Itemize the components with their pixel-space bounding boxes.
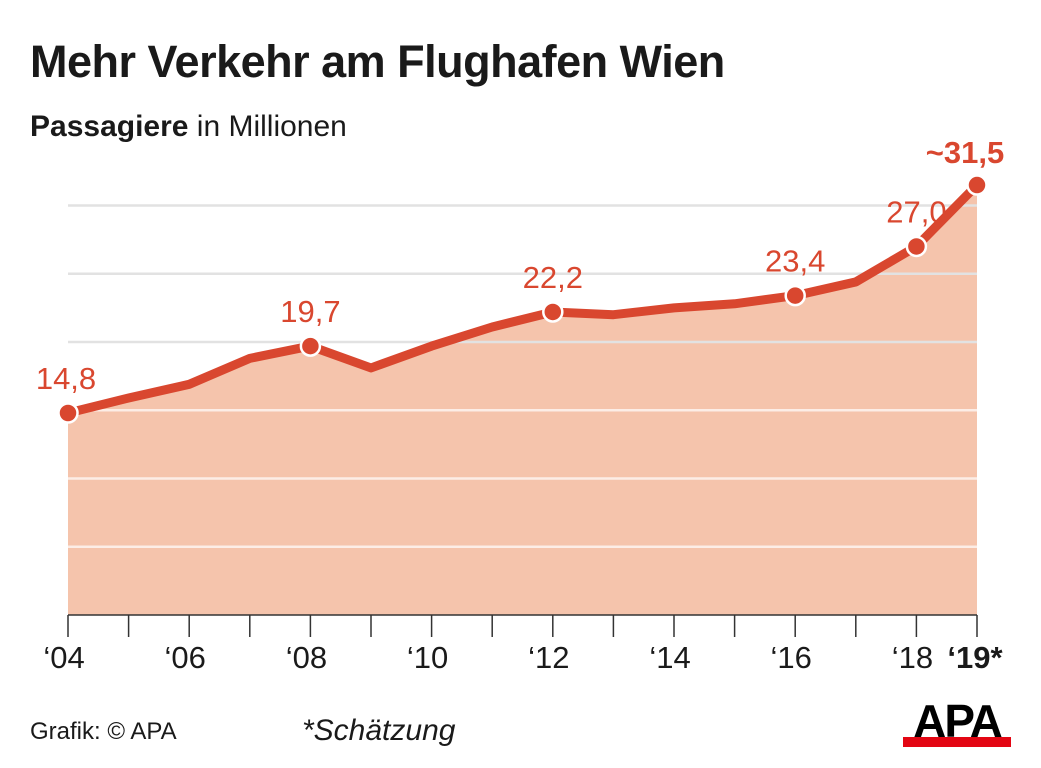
x-tick-label-2010: ‘10 [407, 640, 448, 675]
data-label-2012: 22,2 [523, 260, 583, 295]
data-label-2004: 14,8 [36, 361, 96, 396]
x-tick-label-2006: ‘06 [165, 640, 206, 675]
data-label-2008: 19,7 [280, 294, 340, 329]
series-line [63, 180, 982, 418]
area-fill [68, 185, 977, 615]
data-point-2004 [57, 402, 79, 424]
x-tick-label-2004: ‘04 [43, 640, 84, 675]
subtitle-rest: in Millionen [188, 110, 347, 143]
x-tick-label-2008: ‘08 [286, 640, 327, 675]
subtitle-bold: Passagiere [30, 110, 189, 143]
apa-logo: APA [903, 700, 1011, 747]
x-tick-label-2016: ‘16 [771, 640, 812, 675]
x-tick-label-2019: ‘19* [947, 640, 1003, 675]
data-point-2008 [299, 335, 322, 357]
source-credit: Grafik: © APA [30, 718, 177, 745]
estimate-note: *Schätzung [302, 714, 456, 747]
chart-title: Mehr Verkehr am Flughafen Wien [30, 36, 725, 87]
chart-subtitle: Passagiere in Millionen [30, 110, 347, 144]
x-tick-label-2012: ‘12 [528, 640, 569, 675]
data-point-2016 [784, 284, 806, 307]
data-point-2018 [905, 235, 928, 258]
data-point-2012 [542, 301, 564, 323]
data-label-2019: ~31,5 [926, 135, 1004, 170]
data-point-2019 [966, 174, 988, 196]
data-label-2016: 23,4 [765, 244, 825, 279]
x-tick-label-2014: ‘14 [649, 640, 690, 675]
x-tick-label-2018: ‘18 [892, 640, 933, 675]
data-label-2018: 27,0 [886, 194, 946, 229]
